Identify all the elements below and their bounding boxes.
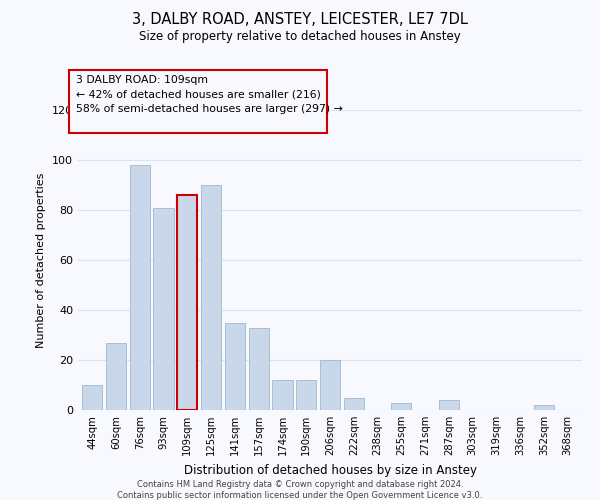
Bar [534, 405, 554, 410]
Bar [272, 380, 293, 410]
Bar [177, 195, 197, 410]
Text: 3, DALBY ROAD, ANSTEY, LEICESTER, LE7 7DL: 3, DALBY ROAD, ANSTEY, LEICESTER, LE7 7D… [132, 12, 468, 28]
Text: Size of property relative to detached houses in Anstey: Size of property relative to detached ho… [139, 30, 461, 43]
X-axis label: Distribution of detached houses by size in Anstey: Distribution of detached houses by size … [184, 464, 476, 476]
Text: 3 DALBY ROAD: 109sqm
← 42% of detached houses are smaller (216)
58% of semi-deta: 3 DALBY ROAD: 109sqm ← 42% of detached h… [76, 75, 343, 114]
Bar [320, 360, 340, 410]
Bar [154, 208, 173, 410]
Bar [106, 342, 126, 410]
Bar [201, 185, 221, 410]
Bar [391, 402, 412, 410]
Bar [130, 165, 150, 410]
Bar [344, 398, 364, 410]
Bar [439, 400, 459, 410]
Text: Contains HM Land Registry data © Crown copyright and database right 2024.: Contains HM Land Registry data © Crown c… [137, 480, 463, 489]
Bar [82, 385, 103, 410]
Bar [296, 380, 316, 410]
Bar [225, 322, 245, 410]
Bar [248, 328, 269, 410]
Y-axis label: Number of detached properties: Number of detached properties [37, 172, 46, 348]
Text: Contains public sector information licensed under the Open Government Licence v3: Contains public sector information licen… [118, 491, 482, 500]
